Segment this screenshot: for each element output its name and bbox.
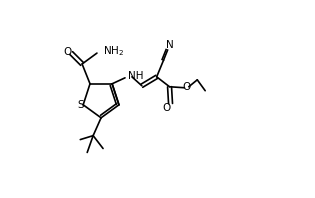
Text: S: S bbox=[77, 100, 84, 110]
Text: NH: NH bbox=[128, 71, 143, 81]
Text: O: O bbox=[183, 82, 191, 92]
Text: O: O bbox=[64, 47, 72, 57]
Text: O: O bbox=[162, 103, 170, 113]
Text: NH$_2$: NH$_2$ bbox=[103, 45, 124, 58]
Text: N: N bbox=[166, 40, 174, 50]
